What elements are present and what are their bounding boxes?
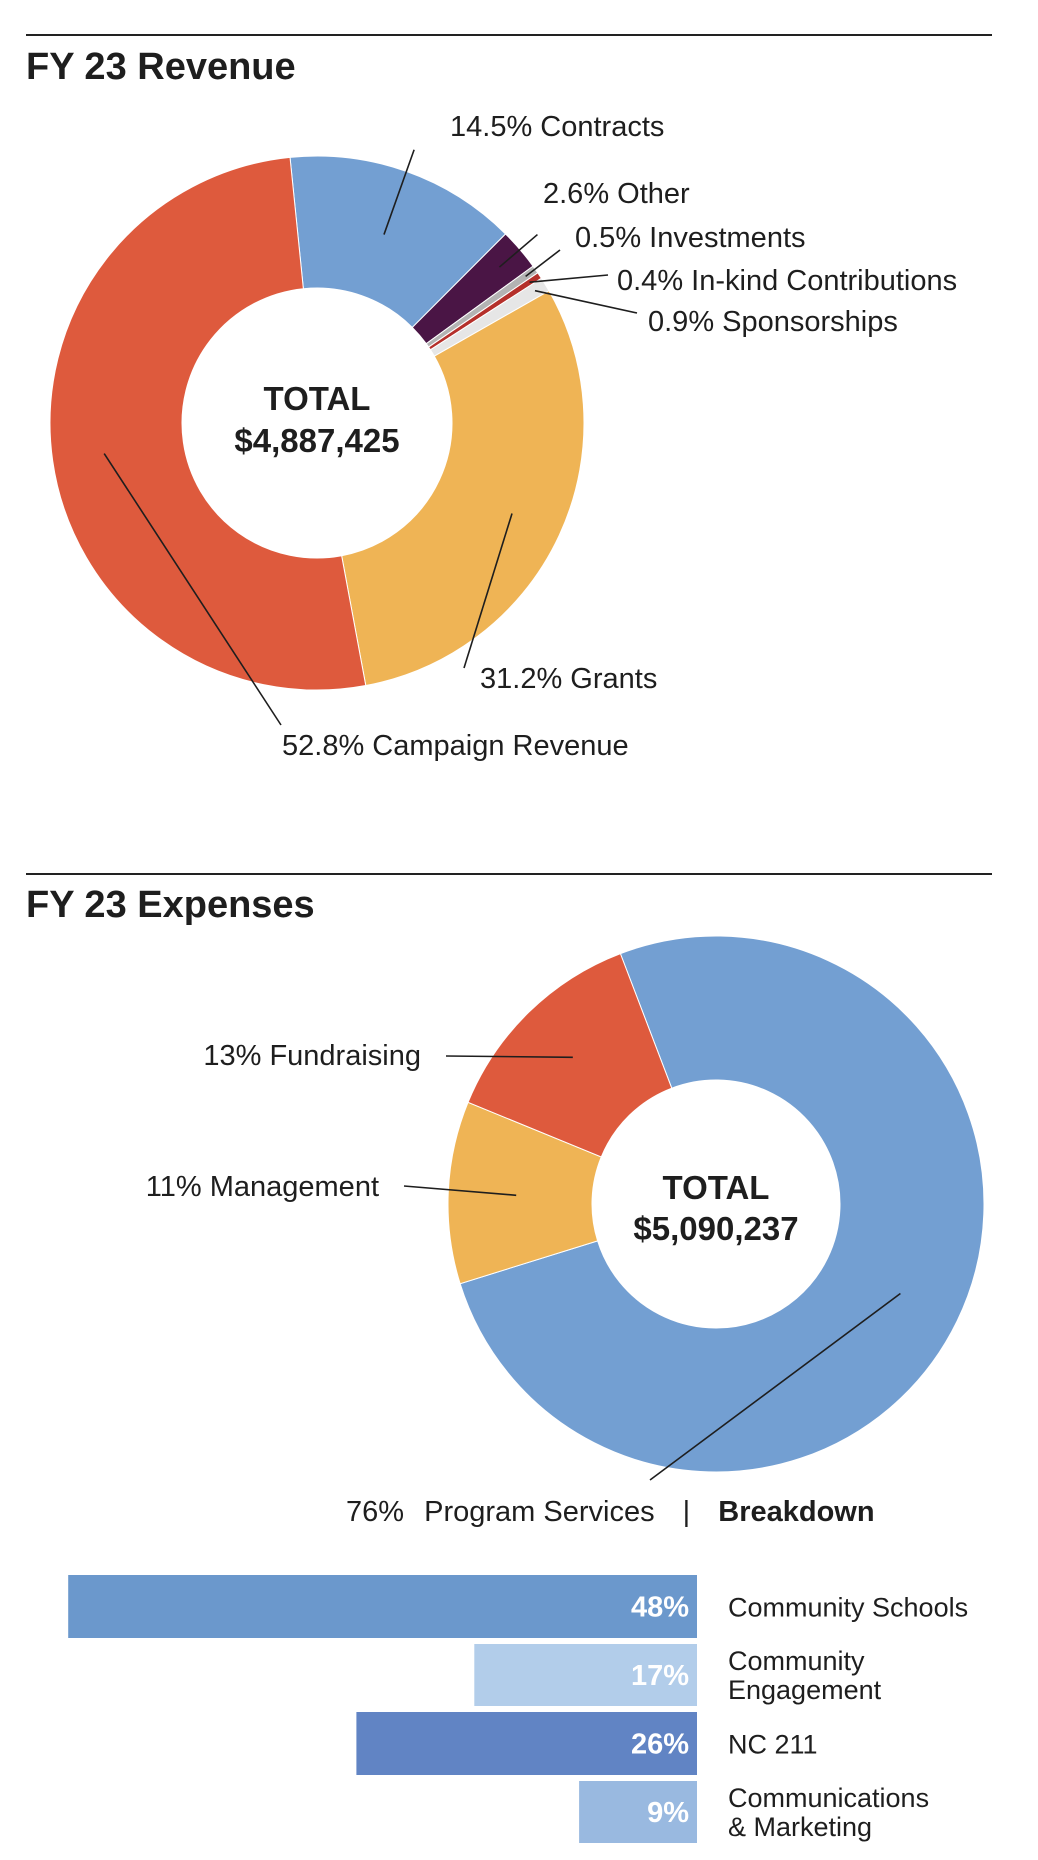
bar-category-community-schools: Community Schools <box>728 1593 968 1623</box>
bar-nc-211 <box>356 1712 697 1775</box>
bar-category-line: Community Schools <box>728 1593 968 1623</box>
bar-category-line: & Marketing <box>728 1812 872 1842</box>
rev-label-campaign-revenue: 52.8% Campaign Revenue <box>282 730 629 762</box>
rev-label-other: 2.6% Other <box>543 178 690 210</box>
rev-leader-sponsorships <box>534 289 638 314</box>
bar-category-line: Communications <box>728 1783 929 1813</box>
program-breakdown-bar-chart: 48% Community Schools 17% Community Engageme… <box>68 1575 968 1843</box>
rev-leader-grants <box>463 513 513 669</box>
bar-value-communications-marketing: 9% <box>647 1797 689 1829</box>
bar-category-line: Engagement <box>728 1675 882 1705</box>
bar-community-engagement <box>474 1644 697 1706</box>
breakdown-heading: Breakdown <box>718 1496 875 1528</box>
rev-leader-in-kind-contributions <box>529 274 609 283</box>
revenue-total-value: $4,887,425 <box>234 422 399 459</box>
rev-slice-grants <box>341 290 585 687</box>
rev-label-grants: 31.2% Grants <box>480 663 657 695</box>
rev-slice-campaign-revenue <box>49 156 367 691</box>
rev-leader-campaign-revenue <box>103 453 282 726</box>
revenue-section-title: FY 23 Revenue <box>26 46 296 88</box>
exp-leader-fundraising <box>445 1055 573 1059</box>
program-services-label-line: 76% Program Services | Breakdown <box>346 1496 875 1529</box>
rev-label-sponsorships: 0.9% Sponsorships <box>648 306 898 338</box>
expenses-donut-chart: 11% Management 13% Fundraising TOTAL $5,0… <box>146 935 985 1481</box>
expenses-top-rule <box>26 873 992 875</box>
exp-label-management: 11% Management <box>146 1171 379 1203</box>
exp-label-fundraising: 13% Fundraising <box>203 1040 421 1072</box>
revenue-top-rule <box>26 34 992 36</box>
rev-label-investments: 0.5% Investments <box>575 222 806 254</box>
program-services-label: Program Services <box>424 1496 655 1528</box>
exp-slice-fundraising <box>467 952 673 1158</box>
exp-leader-management <box>403 1185 517 1197</box>
bar-category-nc-211: NC 211 <box>728 1730 818 1760</box>
rev-label-contracts: 14.5% Contracts <box>450 111 664 143</box>
bar-category-community-engagement: Community Engagement <box>728 1646 882 1705</box>
bar-value-community-engagement: 17% <box>631 1660 689 1692</box>
bar-value-community-schools: 48% <box>631 1592 689 1624</box>
bar-value-nc-211: 26% <box>631 1729 689 1761</box>
bar-category-communications-marketing: Communications & Marketing <box>728 1783 929 1842</box>
expenses-section-title: FY 23 Expenses <box>26 884 315 926</box>
rev-leader-other <box>498 233 538 268</box>
rev-leader-investments <box>525 249 561 278</box>
rev-slice-contracts <box>289 155 507 329</box>
program-services-pct: 76% <box>346 1496 405 1528</box>
exp-leader-program-services <box>649 1292 901 1481</box>
exp-slice-program-services <box>459 935 985 1473</box>
expenses-total-label: TOTAL <box>663 1169 770 1206</box>
bar-category-line: NC 211 <box>728 1730 818 1760</box>
bar-community-schools <box>68 1575 697 1638</box>
revenue-total-label: TOTAL <box>264 380 371 417</box>
rev-label-in-kind-contributions: 0.4% In-kind Contributions <box>617 265 957 297</box>
expenses-total-value: $5,090,237 <box>633 1210 798 1247</box>
program-line-separator: | <box>682 1496 691 1528</box>
revenue-donut-chart: 14.5% Contracts 2.6% Other 0.5% Investment… <box>49 111 957 762</box>
rev-leader-contracts <box>383 149 415 235</box>
bar-category-line: Community <box>728 1646 865 1676</box>
